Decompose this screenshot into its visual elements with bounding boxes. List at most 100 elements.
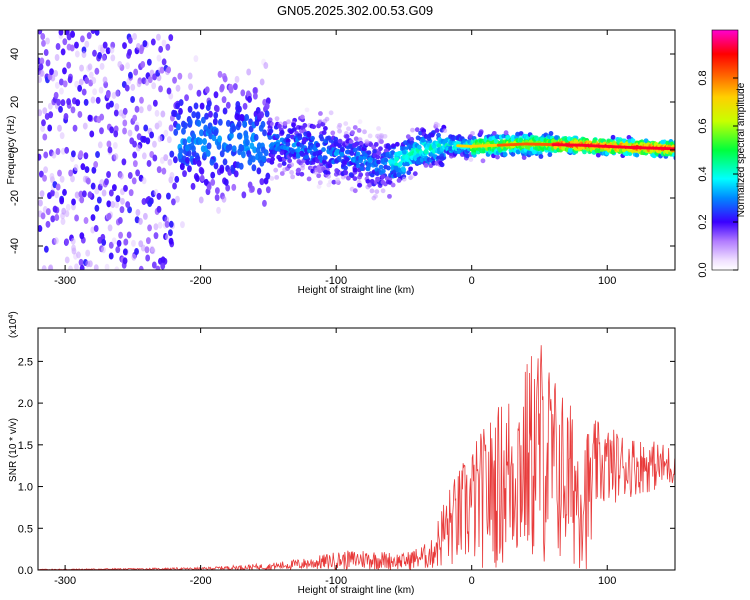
heatmap-cell xyxy=(406,170,412,176)
heatmap-cell xyxy=(187,165,192,173)
heatmap-cell xyxy=(127,171,133,179)
heatmap-cell xyxy=(675,146,680,151)
heatmap-cell xyxy=(49,68,54,76)
heatmap-cell xyxy=(630,138,636,144)
heatmap-cell xyxy=(213,162,219,170)
heatmap-cell xyxy=(41,119,46,127)
y-tick-label: 0 xyxy=(9,147,21,153)
heatmap-cell xyxy=(404,160,410,166)
heatmap-cell xyxy=(253,133,259,141)
heatmap-cell xyxy=(76,251,81,259)
heatmap-cell xyxy=(214,194,220,202)
heatmap-cell xyxy=(234,75,240,83)
heatmap-cell xyxy=(493,138,499,144)
heatmap-cell xyxy=(156,205,162,213)
heatmap-cell xyxy=(145,254,151,262)
heatmap-cell xyxy=(70,175,75,183)
colorbar-tick-label: 0.6 xyxy=(697,118,709,133)
heatmap-cell xyxy=(262,199,267,207)
heatmap-cell xyxy=(149,131,155,139)
y-tick-label: 2.0 xyxy=(18,398,33,410)
heatmap-cell xyxy=(70,237,76,245)
heatmap-cell xyxy=(502,152,508,157)
heatmap-cell xyxy=(673,155,675,161)
heatmap-cell xyxy=(74,41,79,49)
heatmap-cell xyxy=(191,111,197,119)
heatmap-cell xyxy=(251,164,257,172)
heatmap-cell xyxy=(252,146,257,154)
heatmap-cell xyxy=(268,128,274,134)
heatmap-cell xyxy=(64,238,70,246)
heatmap-cell xyxy=(140,244,146,252)
heatmap-cell xyxy=(90,182,96,190)
heatmap-cell xyxy=(217,70,223,78)
heatmap-cell xyxy=(94,30,100,36)
heatmap-cell xyxy=(219,166,225,174)
heatmap-cell xyxy=(38,170,44,178)
heatmap-cell xyxy=(122,257,128,265)
heatmap-cell xyxy=(202,138,207,146)
heatmap-cell xyxy=(321,166,326,171)
heatmap-cell xyxy=(42,174,47,182)
heatmap-cell xyxy=(328,110,334,116)
heatmap-cell xyxy=(285,138,291,144)
heatmap-cell xyxy=(86,32,92,40)
heatmap-cell xyxy=(66,61,72,69)
heatmap-cell xyxy=(163,129,169,137)
heatmap-cell xyxy=(94,204,100,212)
heatmap-cell xyxy=(42,107,48,115)
heatmap-cell xyxy=(538,154,544,159)
heatmap-cell xyxy=(256,167,262,175)
heatmap-cell xyxy=(196,159,202,167)
heatmap-cell xyxy=(101,54,107,62)
heatmap-cell xyxy=(97,141,103,149)
heatmap-cell xyxy=(157,135,163,143)
heatmap-cell xyxy=(140,60,146,68)
heatmap-cell xyxy=(505,135,511,140)
heatmap-cell xyxy=(141,177,147,185)
heatmap-cell xyxy=(74,214,79,222)
heatmap-cell xyxy=(127,36,133,44)
heatmap-cell xyxy=(135,169,141,177)
heatmap-cell xyxy=(105,47,111,55)
x-tick-label: -200 xyxy=(190,575,212,587)
heatmap-cell xyxy=(228,86,234,94)
heatmap-cell xyxy=(208,110,213,118)
heatmap-cell xyxy=(60,48,66,56)
heatmap-cell xyxy=(94,67,100,75)
heatmap-cell xyxy=(82,122,88,130)
heatmap-cell xyxy=(147,104,152,112)
heatmap-cell xyxy=(288,129,294,135)
heatmap-cell xyxy=(414,127,420,133)
heatmap-cell xyxy=(199,174,205,182)
heatmap-cell xyxy=(394,141,400,147)
heatmap-cell xyxy=(90,30,96,35)
heatmap-cell xyxy=(38,153,42,161)
y-tick-label: 0.0 xyxy=(18,565,33,577)
heatmap-cell xyxy=(222,75,228,83)
heatmap-cell xyxy=(71,203,76,211)
heatmap-cell xyxy=(102,41,108,49)
heatmap-cell xyxy=(255,107,261,115)
heatmap-cell xyxy=(290,174,296,180)
heatmap-cell xyxy=(107,224,113,232)
heatmap-cell xyxy=(269,176,275,181)
heatmap-cell xyxy=(518,131,524,136)
heatmap-cell xyxy=(358,158,364,164)
heatmap-cell xyxy=(375,171,380,176)
heatmap-cell xyxy=(304,154,310,160)
heatmap-cell xyxy=(177,152,183,160)
heatmap-cell xyxy=(265,97,271,105)
snr-x-label: Height of straight line (km) xyxy=(298,585,415,596)
heatmap-cell xyxy=(106,171,111,179)
heatmap-cell xyxy=(376,150,382,156)
heatmap-cell xyxy=(58,78,64,86)
heatmap-cell xyxy=(352,125,358,130)
heatmap-cell xyxy=(87,191,93,199)
heatmap-cell xyxy=(327,163,333,169)
heatmap-cell xyxy=(122,127,127,135)
heatmap-cell xyxy=(259,178,265,186)
heatmap-cell xyxy=(53,69,59,77)
heatmap-cell xyxy=(179,162,185,170)
